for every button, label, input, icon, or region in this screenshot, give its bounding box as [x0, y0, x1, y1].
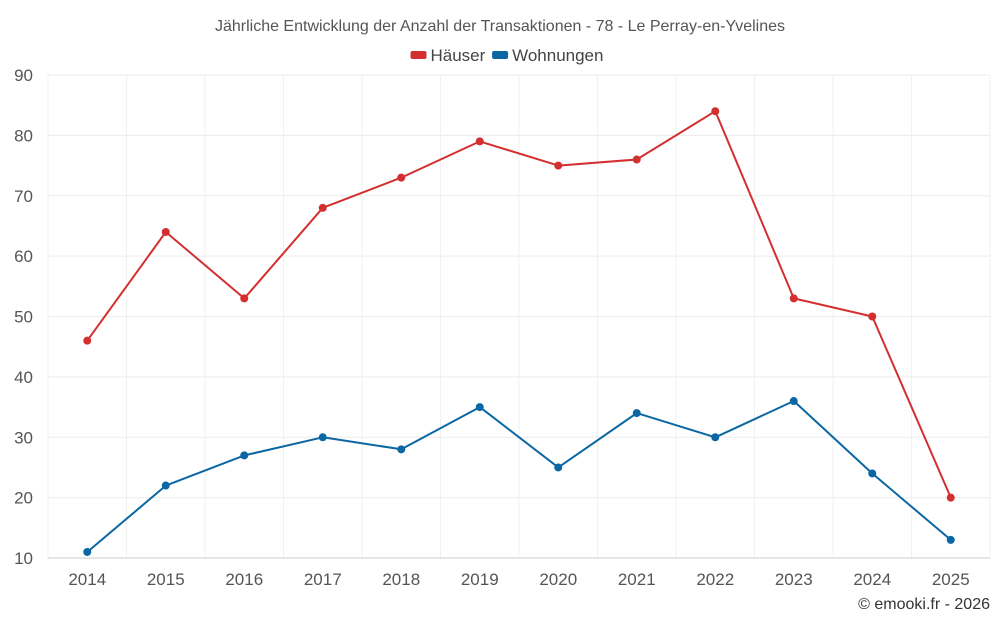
- x-tick-label: 2021: [618, 570, 656, 589]
- x-tick-label: 2022: [696, 570, 734, 589]
- x-axis: 2014 2015 2016 2017 2018 2019 2020 2021 2022 2023…: [48, 557, 990, 589]
- chart-title: Jährliche Entwicklung der Anzahl der Tra…: [215, 18, 785, 35]
- data-point[interactable]: [240, 294, 249, 303]
- data-point[interactable]: [240, 451, 249, 460]
- y-tick-label: 90: [14, 66, 33, 85]
- legend-swatch: [410, 51, 427, 59]
- y-tick-label: 70: [14, 187, 33, 206]
- data-point[interactable]: [397, 445, 406, 454]
- y-tick-label: 60: [14, 247, 33, 266]
- x-tick-label: 2024: [853, 570, 891, 589]
- x-tick-label: 2017: [304, 570, 342, 589]
- data-point[interactable]: [475, 137, 484, 146]
- data-point[interactable]: [318, 203, 327, 212]
- legend-swatch: [492, 51, 509, 59]
- y-tick-label: 50: [14, 308, 33, 327]
- series-line-haeuser: [86, 110, 952, 498]
- data-point[interactable]: [554, 161, 563, 170]
- data-point[interactable]: [83, 336, 92, 345]
- data-point[interactable]: [789, 294, 798, 303]
- data-point[interactable]: [318, 433, 327, 442]
- data-point[interactable]: [161, 481, 170, 490]
- grid: [47, 74, 991, 558]
- data-point[interactable]: [946, 535, 955, 544]
- x-tick-label: 2014: [68, 570, 106, 589]
- data-point[interactable]: [632, 409, 641, 418]
- data-point[interactable]: [711, 433, 720, 442]
- data-point[interactable]: [83, 547, 92, 556]
- y-tick-label: 20: [14, 489, 33, 508]
- x-tick-label: 2020: [539, 570, 577, 589]
- data-point[interactable]: [554, 463, 563, 472]
- legend-label[interactable]: Häuser: [431, 46, 486, 65]
- data-point[interactable]: [711, 107, 720, 116]
- y-tick-label: 30: [14, 428, 33, 447]
- y-tick-label: 80: [14, 126, 33, 145]
- y-tick-label: 10: [14, 549, 33, 568]
- data-point[interactable]: [632, 155, 641, 164]
- data-point[interactable]: [161, 227, 170, 236]
- x-tick-label: 2025: [932, 570, 970, 589]
- data-point[interactable]: [868, 469, 877, 478]
- y-axis: 10 20 30 40 50 60 70 80 90: [14, 66, 33, 568]
- legend: Häuser Wohnungen: [410, 46, 603, 65]
- data-point[interactable]: [475, 403, 484, 412]
- data-point[interactable]: [789, 397, 798, 406]
- data-point[interactable]: [946, 493, 955, 502]
- x-tick-label: 2018: [382, 570, 420, 589]
- x-tick-label: 2019: [461, 570, 499, 589]
- x-tick-label: 2023: [775, 570, 813, 589]
- credit-text: © emooki.fr - 2026: [858, 596, 990, 613]
- x-tick-label: 2016: [225, 570, 263, 589]
- data-point[interactable]: [397, 173, 406, 182]
- x-tick-label: 2015: [147, 570, 185, 589]
- series-layer: [83, 107, 955, 556]
- data-point[interactable]: [868, 312, 877, 321]
- legend-label[interactable]: Wohnungen: [512, 46, 603, 65]
- series-line-wohnungen: [86, 400, 952, 553]
- y-tick-label: 40: [14, 368, 33, 387]
